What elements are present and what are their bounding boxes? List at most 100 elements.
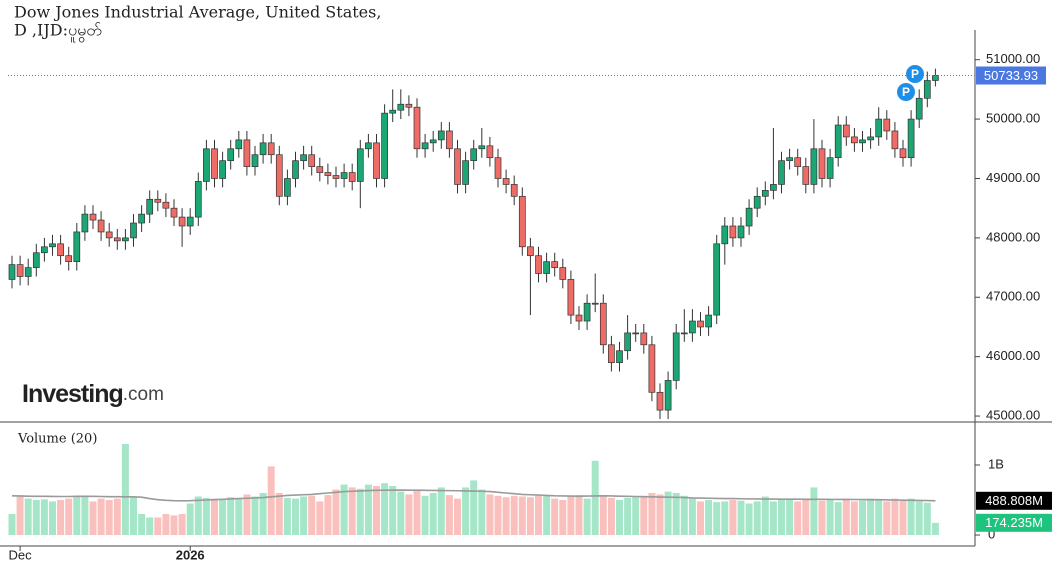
candle-body <box>16 264 24 277</box>
volume-bar <box>421 495 429 535</box>
candle-body <box>697 320 704 328</box>
chart-subtitle: D ,IJD:ပူမွတ် <box>14 21 102 43</box>
candle-body <box>689 320 696 334</box>
volume-bar <box>745 503 753 535</box>
candle-body <box>65 255 73 262</box>
candle-body <box>859 139 866 144</box>
volume-bar <box>786 498 794 535</box>
candle-body <box>737 225 745 239</box>
event-marker[interactable] <box>897 83 915 101</box>
volume-bar <box>235 497 243 535</box>
volume-bar <box>178 514 186 535</box>
candle-body <box>73 231 81 262</box>
volume-bar <box>202 497 210 535</box>
event-marker[interactable] <box>906 65 924 83</box>
volume-bar <box>761 496 769 535</box>
volume-bar <box>138 514 146 535</box>
candle-body <box>130 222 137 239</box>
candle-body <box>170 207 178 218</box>
volume-bar <box>49 501 56 535</box>
candle-body <box>154 198 162 203</box>
volume-bar <box>364 484 372 535</box>
volume-bar <box>130 497 137 535</box>
candle-body <box>186 216 194 227</box>
candle-body <box>275 154 283 197</box>
candle-body <box>729 225 737 239</box>
volume-bar <box>89 501 97 535</box>
candle-body <box>899 148 907 159</box>
candle-body <box>535 255 542 274</box>
logo-name: Investing <box>22 380 123 408</box>
candle-body <box>851 136 858 144</box>
volume-bar <box>802 498 810 535</box>
volume-bar <box>332 489 340 535</box>
volume-bar <box>915 501 923 535</box>
volume-bar <box>57 500 65 535</box>
volume-bar <box>16 496 24 535</box>
candle-body <box>786 157 793 162</box>
candle-body <box>113 237 121 242</box>
volume-bar <box>923 502 931 535</box>
volume-bar <box>405 494 413 535</box>
volume-bar <box>907 498 915 535</box>
candle-body <box>713 243 721 316</box>
volume-bar <box>510 495 518 535</box>
candle-body <box>932 75 939 81</box>
volume-bar <box>105 500 113 535</box>
volume-bar <box>867 498 875 535</box>
volume-bar <box>697 501 704 535</box>
candle-body <box>656 391 664 411</box>
candle-body <box>324 172 332 176</box>
volume-bar <box>97 498 105 535</box>
volume-tag-label: 488.808M <box>985 493 1043 508</box>
candle-body <box>842 124 850 138</box>
volume-bar <box>121 444 129 535</box>
candle-body <box>292 160 299 179</box>
volume-tag-label: 174.235M <box>985 515 1043 530</box>
volume-bar <box>340 484 348 535</box>
candle-body <box>518 195 526 248</box>
volume-bar <box>664 491 672 535</box>
candle-body <box>632 332 640 335</box>
candle-body <box>867 136 874 141</box>
volume-bar <box>672 493 680 535</box>
candle-body <box>826 157 834 179</box>
candle-body <box>753 195 761 209</box>
candle-body <box>761 190 769 197</box>
candle-body <box>470 148 478 162</box>
volume-bar <box>705 500 713 535</box>
last-price-tag <box>976 66 1046 85</box>
volume-bar <box>543 495 551 535</box>
candle-body <box>624 332 631 352</box>
y-tick-label: 49000.00 <box>986 170 1040 185</box>
volume-bar <box>899 500 907 535</box>
volume-bar <box>146 517 154 535</box>
volume-bar <box>81 496 89 535</box>
volume-bar <box>292 498 299 535</box>
candle-body <box>211 148 218 179</box>
volume-title: Volume (20) <box>17 432 97 447</box>
candle-body <box>494 157 502 179</box>
candle-body <box>818 148 826 179</box>
candle-body <box>389 109 397 114</box>
volume-bar <box>283 497 291 535</box>
candle-body <box>267 142 275 156</box>
volume-bar <box>211 498 218 535</box>
volume-bar <box>583 498 591 535</box>
volume-bar <box>494 495 502 535</box>
volume-bar <box>429 493 437 535</box>
volume-bar <box>324 495 332 535</box>
candle-body <box>591 302 599 305</box>
volume-bar <box>478 489 486 535</box>
x-tick-label: 2026 <box>176 547 205 562</box>
volume-bar <box>931 522 939 535</box>
volume-bar <box>348 487 356 535</box>
volume-bar <box>526 497 534 535</box>
volume-bar <box>826 500 834 535</box>
y-tick-label: 50000.00 <box>986 111 1040 126</box>
volume-tag <box>976 513 1052 532</box>
volume-bar <box>721 501 729 535</box>
candle-body <box>138 213 145 224</box>
candle-body <box>219 160 226 179</box>
event-marker-label: P <box>902 85 910 99</box>
